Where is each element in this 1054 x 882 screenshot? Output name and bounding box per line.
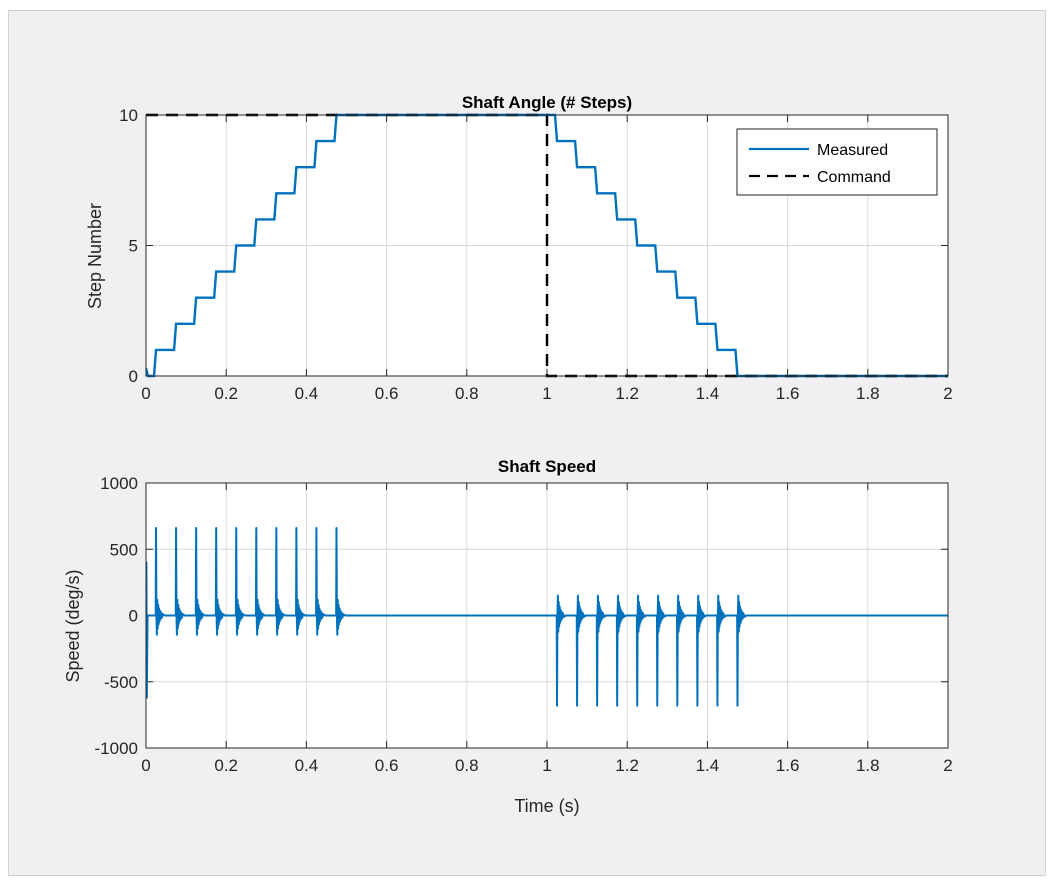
- figure-canvas: 0 0.2 0.4 0.6 0.8 1 1.2 1.4 1.6 1.8 20510MeasuredC…: [63, 93, 953, 816]
- speed-ytick-label: -1000: [95, 739, 138, 758]
- speed-ytick-label: -500: [104, 673, 138, 692]
- angle-xtick-label: 0.6: [375, 384, 399, 403]
- speed-xtick-label: 1.6: [776, 756, 800, 775]
- angle-ytick-label: 0: [129, 367, 138, 386]
- angle-xtick-label: 2: [943, 384, 952, 403]
- speed-xtick-label: 1.2: [615, 756, 639, 775]
- shaft-angle-axes: 0 0.2 0.4 0.6 0.8 1 1.2 1.4 1.6 1.8 2 0 5 10 Measured C…: [85, 93, 953, 403]
- angle-xtick-label: 1.6: [776, 384, 800, 403]
- legend-label-command: Command: [817, 169, 891, 186]
- shaft-angle-title: Shaft Angle (# Steps): [462, 93, 632, 112]
- angle-xtick-label: 0: [141, 384, 150, 403]
- speed-ytick-label: 500: [110, 540, 138, 559]
- angle-xtick-label: 0.8: [455, 384, 479, 403]
- angle-xtick-label: 1.8: [856, 384, 880, 403]
- speed-xtick-label: 1: [542, 756, 551, 775]
- speed-ytick-label: 1000: [100, 474, 138, 493]
- speed-xtick-label: 0.8: [455, 756, 479, 775]
- angle-xtick-label: 1.2: [615, 384, 639, 403]
- speed-ytick-label: 0: [129, 607, 138, 626]
- series-speed-line: [146, 527, 948, 707]
- angle-xtick-label: 1.4: [696, 384, 720, 403]
- legend-label-measured: Measured: [817, 142, 888, 159]
- shaft-speed-ylabel: Speed (deg/s): [63, 569, 83, 682]
- angle-xtick-label: 0.4: [295, 384, 319, 403]
- angle-ytick-label: 10: [119, 106, 138, 125]
- speed-xtick-label: 0: [141, 756, 150, 775]
- shaft-speed-xlabel: Time (s): [514, 796, 579, 816]
- speed-xtick-label: 2: [943, 756, 952, 775]
- angle-axes-box: [145, 114, 949, 377]
- speed-axes-box: [145, 482, 949, 749]
- speed-xtick-label: 0.6: [375, 756, 399, 775]
- legend-box: [736, 128, 938, 196]
- legend[interactable]: Measured Command: [736, 128, 938, 196]
- angle-xtick-label: 1: [542, 384, 551, 403]
- figure-window: 0 0.2 0.4 0.6 0.8 1 1.2 1.4 1.6 1.8 2 0 5 10 Measured C…: [8, 10, 1046, 876]
- speed-series-group: [146, 527, 948, 707]
- speed-xtick-label: 0.2: [214, 756, 238, 775]
- speed-xtick-label: 1.4: [696, 756, 720, 775]
- shaft-angle-ylabel: Step Number: [85, 203, 105, 309]
- angle-xtick-label: 0.2: [214, 384, 238, 403]
- shaft-speed-axes: 0 0.2 0.4 0.6 0.8 1 1.2 1.4 1.6 1.8 2 -1000 -500 0 500…: [63, 457, 953, 816]
- shaft-speed-title: Shaft Speed: [498, 457, 596, 476]
- angle-ytick-label: 5: [129, 237, 138, 256]
- speed-xtick-label: 1.8: [856, 756, 880, 775]
- speed-xtick-label: 0.4: [295, 756, 319, 775]
